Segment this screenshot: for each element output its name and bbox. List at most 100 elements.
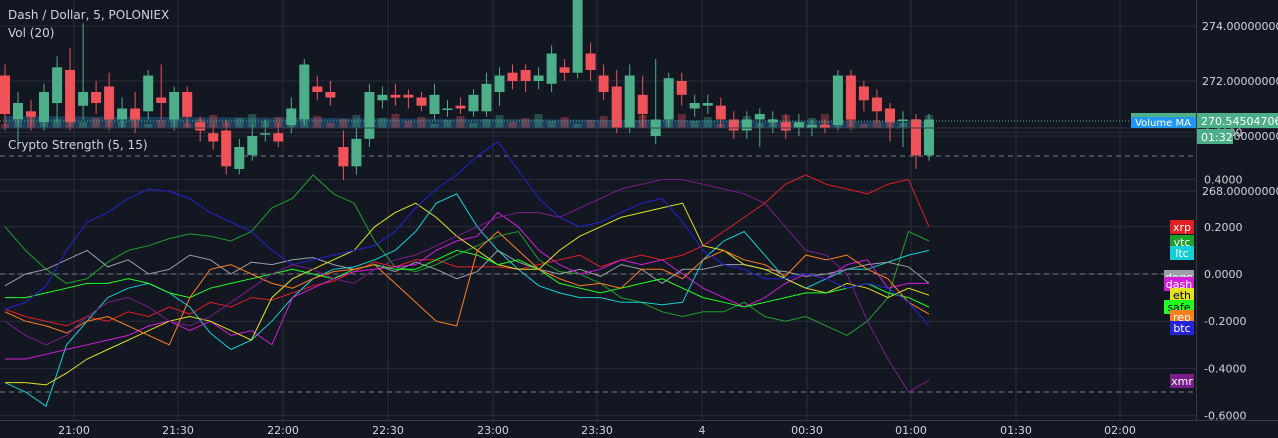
candle-body [898, 119, 908, 121]
candle-body [156, 97, 167, 103]
candle-body [325, 92, 336, 98]
series-tag-bg [1170, 246, 1194, 260]
strength-lines [4, 141, 930, 407]
candle-body [377, 94, 388, 101]
time-tick-label: 00:30 [791, 424, 823, 437]
volume-bar [144, 124, 153, 128]
time-tick-label: 4 [699, 424, 706, 437]
volume-bar [690, 121, 699, 128]
candle-body [858, 86, 869, 101]
time-tick-label: 01:30 [1000, 424, 1032, 437]
candle-body [403, 94, 414, 98]
volume-bar [560, 117, 569, 128]
candle-body [65, 70, 76, 123]
series-tag-rep: rep [1173, 311, 1191, 324]
volume-ma-tag-bg [1131, 117, 1196, 128]
series-tag-bg [1170, 321, 1194, 335]
series-line-btc [4, 141, 930, 327]
volume-bar [586, 120, 595, 128]
candle-body [299, 64, 310, 120]
candle-body [52, 67, 63, 104]
candle-body [468, 94, 479, 112]
volume-bar [391, 114, 400, 128]
volume-bar [469, 123, 478, 128]
volume-bar [859, 124, 868, 128]
candle-body [104, 86, 115, 120]
indicator-legend[interactable]: Crypto Strength (5, 15) [8, 138, 148, 152]
series-tag-bg [1170, 374, 1194, 388]
volume-legend[interactable]: Vol (20) [8, 26, 55, 40]
volume-bar [872, 120, 881, 128]
candle-body [754, 114, 765, 120]
candle-body [728, 119, 739, 131]
candle-body [143, 75, 154, 112]
volume-bar [456, 116, 465, 128]
time-tick-label: 23:30 [581, 424, 613, 437]
candle-body [494, 75, 505, 92]
candle-body [572, 0, 583, 73]
candle-body [559, 67, 570, 73]
series-tag-dash: dash [1166, 278, 1192, 291]
price-tick-label: 274.00000000 [1202, 20, 1278, 33]
candle-body [585, 53, 596, 70]
volume-bar [339, 119, 348, 128]
series-line-vtc [4, 174, 930, 336]
volume-bar [521, 118, 530, 128]
grid-lines [0, 0, 1196, 420]
candle-body [91, 92, 102, 103]
candle-body [416, 97, 427, 106]
series-line-eth [5, 202, 930, 386]
volume-bar [547, 121, 556, 128]
candle-body [689, 103, 700, 109]
time-tick-label: 23:00 [477, 424, 509, 437]
osc-tick-label: -0.4000 [1204, 362, 1246, 375]
candle-body [871, 97, 882, 112]
candle-body [78, 92, 89, 106]
candle-body [520, 70, 531, 81]
candle-body [351, 138, 362, 167]
candle-body [195, 122, 206, 131]
candle-body [364, 92, 375, 139]
series-tag-bg [1164, 277, 1194, 291]
countdown-tag-text: 01:32 [1201, 131, 1233, 144]
candle-body [793, 122, 804, 128]
candle-body [481, 83, 492, 112]
series-tag-ltc: ltc [1175, 247, 1188, 260]
candle-body [234, 147, 245, 169]
volume-bar [352, 115, 361, 128]
osc-tick-label: 0.2000 [1204, 221, 1243, 234]
series-tag-bg [1170, 220, 1194, 234]
candle-body [637, 94, 648, 114]
countdown-tag-bg [1197, 129, 1233, 144]
candle-body [208, 133, 219, 142]
candle-body [819, 125, 830, 128]
series-tag-bg [1170, 310, 1194, 324]
series-tag-eth: eth [1173, 289, 1191, 302]
candle-body [806, 125, 817, 128]
candle-body [780, 122, 791, 131]
candle-body [286, 108, 297, 125]
series-tag-btc: btc [1173, 322, 1190, 335]
candle-body [26, 111, 36, 117]
candle-body [702, 103, 713, 106]
series-line-xmr [4, 179, 930, 393]
series-line-xrp [4, 174, 930, 327]
candle-body [676, 81, 687, 95]
candle-body [39, 92, 49, 123]
volume-bar [508, 122, 517, 128]
volume-bar [703, 117, 712, 128]
candle-body [624, 75, 635, 128]
candle-body [715, 105, 726, 120]
osc-tick-label: -0.6000 [1204, 410, 1246, 423]
candle-body [247, 136, 258, 156]
volume-bar [79, 122, 88, 128]
series-tag-bg [1170, 235, 1194, 249]
candle-body [312, 86, 323, 92]
time-tick-label: 02:00 [1104, 424, 1136, 437]
candle-body [924, 119, 934, 156]
candle-body [13, 103, 23, 120]
candle-body [273, 133, 284, 142]
symbol-title[interactable]: Dash / Dollar, 5, POLONIEX [8, 8, 170, 22]
series-tag-xmr: xmr [1171, 375, 1193, 388]
